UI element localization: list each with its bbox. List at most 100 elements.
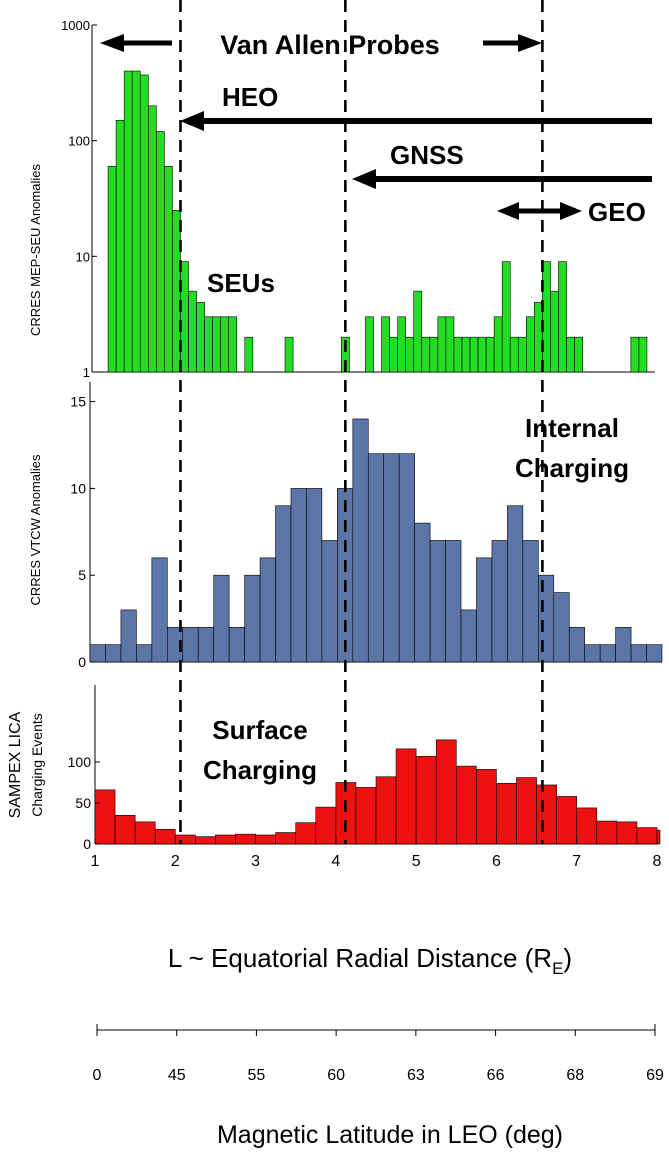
internal-bar [476,557,493,663]
seu-bar [477,336,487,373]
seu-bar [413,290,423,373]
seu-bar [156,131,165,373]
surface-y-label: SAMPEX LICA [7,711,24,818]
seu-bar [139,74,149,373]
seu-bar [180,261,189,373]
surface-bar [596,820,618,845]
surface-bar [656,829,661,845]
seu-y-tick-label: 1 [83,365,90,380]
seu-bar [196,302,205,373]
seu-bar [542,261,551,373]
seu-bar [405,336,415,373]
seu-bar [397,316,406,373]
surface-bars [94,739,661,845]
internal-label-1: Internal [525,413,619,443]
internal-y-tick-label: 10 [70,480,86,496]
surface-bar [94,789,116,845]
internal-bar [553,592,570,663]
internal-bar [398,453,415,663]
surface-bar [496,783,517,845]
orbit-annotations: Van Allen Probes HEO GNSS GEO SEUs Inter… [100,30,652,785]
seu-bar [429,336,439,373]
x-tick-label: 8 [653,853,662,870]
seu-bar [244,336,254,373]
latitude-tick-label: 45 [168,1067,186,1084]
geo-arrowhead-right [560,202,582,220]
x-tick-label: 6 [492,853,501,870]
internal-bar [414,522,431,663]
seu-bar [148,105,157,373]
internal-bar [213,574,230,663]
seu-bar [526,316,535,373]
seu-bar [123,70,133,373]
surface-bar [295,822,317,845]
seu-bar [485,336,495,373]
x-tick-label: 4 [331,853,340,870]
internal-bar [383,453,400,663]
x-tick-label: 3 [251,853,260,870]
internal-bar [615,626,632,663]
x-tick-label: 5 [412,853,421,870]
latitude-tick-label: 55 [248,1067,266,1084]
van-allen-label: Van Allen Probes [220,30,440,60]
surface-bar [375,776,397,845]
seu-panel: 1 10 100 1000 CRRES MEP-SEU Anomalies [28,18,655,380]
internal-bar [197,626,214,663]
geo-arrowhead-left [497,202,519,220]
surface-bar [556,796,578,845]
gnss-arrowhead [352,169,376,189]
seu-bar [558,261,567,373]
surface-bar [455,765,477,845]
surface-label-1: Surface [212,715,307,745]
seu-bar [574,336,583,373]
internal-bar [306,488,323,663]
seu-y-tick-label: 100 [68,134,90,149]
internal-y-tick-label: 0 [78,654,86,670]
internal-bar [244,574,261,663]
surface-bar [395,748,417,845]
internal-bar [568,626,586,663]
surface-label-2: Charging [203,755,317,785]
surface-bar [636,827,658,845]
internal-bar [89,644,106,663]
surface-bar [476,769,497,845]
latitude-tick-label: 0 [93,1067,102,1084]
internal-bar [584,644,601,663]
x-tick-label: 1 [91,853,100,870]
internal-bar [445,540,462,663]
surface-bar [154,828,176,845]
internal-y-ticks: 0 5 10 15 [70,394,95,670]
surface-bar [576,807,598,845]
surface-bar [415,755,437,845]
internal-bar [136,644,153,663]
surface-panel: 0 50 100 1 2 3 4 5 6 7 8 SAMPEX LICA Charging Eve… [7,685,662,870]
surface-bar [215,834,236,845]
seu-bar [469,336,479,373]
internal-bar [259,557,276,663]
surface-y-tick-label: 0 [83,836,91,852]
internal-bar [646,644,663,663]
surface-bar [174,834,196,845]
surface-bar [435,739,457,845]
latitude-axis-label: Magnetic Latitude in LEO (deg) [217,1121,563,1149]
surface-y-tick-label: 50 [75,795,91,811]
seu-y-tick-label: 10 [76,249,90,264]
heo-arrowhead [180,111,204,131]
internal-label-2: Charging [515,453,629,483]
seu-bar [550,290,559,373]
seu-y-ticks: 1 10 100 1000 [61,18,97,380]
seu-bar [509,336,519,373]
seu-bar [365,316,374,373]
surface-y-tick-label: 100 [68,754,92,770]
surface-bar [315,806,337,845]
seu-bar [204,316,213,373]
surface-bar [235,833,256,845]
seu-bar [284,336,294,373]
seu-bar [566,336,575,373]
surface-x-ticks: 1 2 3 4 5 6 7 8 [91,838,662,870]
gnss-label: GNSS [390,140,464,170]
latitude-tick-label: 69 [646,1067,664,1084]
surface-bar [255,834,276,845]
seu-bars [107,70,648,373]
surface-bar [114,814,136,845]
